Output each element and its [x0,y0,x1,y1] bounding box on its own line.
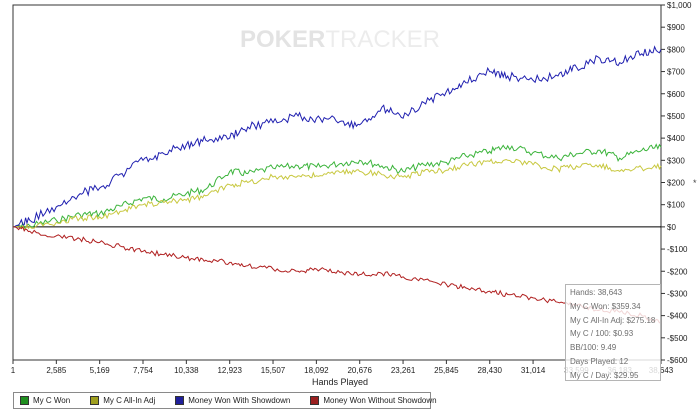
x-tick-label: 18,092 [304,366,329,375]
x-tick-label: 23,261 [391,366,416,375]
watermark-text: POKERTRACKER [240,26,440,53]
y-tick-label: $900 [667,23,685,32]
watermark-logo: POKERTRACKER [240,26,440,53]
y-tick-label: $0 [667,223,676,232]
legend-label-showdown: Money Won With Showdown [188,396,291,405]
stats-box: Hands: 38,643 My C Won: $359.34 My C All… [565,284,661,381]
y-tick-label: -$600 [667,356,688,365]
x-tick-label: 31,014 [521,366,546,375]
stats-hands: Hands: 38,643 [570,288,623,297]
legend-item-showdown[interactable]: Money Won With Showdown [175,396,290,405]
legend-item-no-showdown[interactable]: Money Won Without Showdown [310,396,437,405]
series-layer [12,45,662,324]
legend-item-won[interactable]: My C Won [20,396,70,405]
legend-swatch-won [20,396,29,405]
legend-swatch-showdown [175,396,185,405]
x-tick-label: 2,585 [46,366,67,375]
watermark-part2: TRACKER [325,26,440,53]
series-line-showdown [12,45,662,228]
y-tick-label: $200 [667,179,685,188]
y-tick-label: $600 [667,90,685,99]
y-tick-label: -$400 [667,312,688,321]
y-tick-label: -$200 [667,267,688,276]
x-tick-label: 38,643 [649,366,674,375]
y-tick-label: $500 [667,112,685,121]
series-line-allin-adj [12,158,662,230]
x-tick-label: 5,169 [90,366,111,375]
stats-days: Days Played: 12 [570,356,629,366]
legend-label-allin-adj: My C All-In Adj [103,396,156,405]
y-tick-label: $300 [667,156,685,165]
series-line-no-showdown [13,226,662,324]
legend-swatch-no-showdown [310,396,320,405]
y-tick-label: $700 [667,68,685,77]
legend-label-won: My C Won [33,396,71,405]
legend-swatch-allin-adj [90,396,100,405]
stats-allin-adj: My C All-In Adj: $275.18 [570,315,656,325]
watermark-part1: POKER [240,26,325,53]
y-tick-label: $800 [667,45,685,54]
x-tick-label: 15,507 [261,366,286,375]
legend-label-no-showdown: Money Won Without Showdown [323,396,437,405]
stats-won: My C Won: $359.34 [570,301,641,311]
x-tick-label: 20,676 [347,366,372,375]
stats-bb-100: BB/100: 9.49 [570,343,617,353]
y-tick-label: $100 [667,201,685,210]
stats-per-day: My C / Day: $29.95 [570,370,639,380]
y-tick-label: -$300 [667,289,688,298]
legend-item-allin-adj[interactable]: My C All-In Adj [90,396,155,405]
y-tick-label: -$100 [667,245,688,254]
legend: My C Won My C All-In Adj Money Won With … [13,392,437,409]
x-tick-label: 25,845 [434,366,459,375]
series-line-won [12,143,662,231]
edge-mark: * [693,178,697,188]
stats-per-100: My C / 100: $0.93 [570,329,634,339]
x-axis-title: Hands Played [311,377,369,387]
x-tick-label: 7,754 [133,366,154,375]
y-tick-label: -$500 [667,334,688,343]
x-tick-label: 1 [11,366,16,375]
x-tick-label: 10,338 [174,366,199,375]
x-tick-label: 28,430 [478,366,503,375]
y-tick-label: $400 [667,134,685,143]
y-tick-label: $1,000 [667,1,692,10]
x-tick-label: 12,923 [217,366,242,375]
